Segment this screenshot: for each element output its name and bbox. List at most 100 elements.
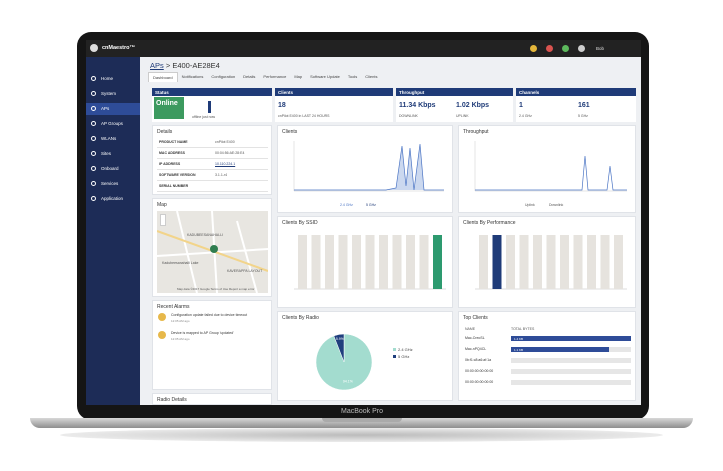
tab[interactable]: Configuration — [211, 74, 236, 79]
tab[interactable]: Dashboard — [148, 72, 178, 82]
legend-item: 5 GHz — [398, 354, 409, 359]
map-label: Kadubeesanahalli Lake — [162, 261, 199, 265]
alarms-panel: Recent Alarms Configuration update faile… — [152, 300, 272, 390]
nav-item[interactable]: Onboard — [101, 166, 119, 171]
detail-value[interactable]: 10.110.224.1 — [215, 162, 236, 166]
nav-item[interactable]: Application — [101, 196, 124, 201]
details-panel: Details PRODUCT NAME cnPilot E400 MAC ADDR… — [152, 125, 272, 195]
nav-icon — [91, 91, 96, 96]
alarm-text: Configuration update failed due to devic… — [171, 313, 248, 317]
nav-active — [86, 103, 140, 115]
client-name: Mac-nPQ4CL — [465, 347, 487, 351]
icon[interactable] — [562, 45, 569, 52]
panel-title: Clients By SSID — [282, 220, 318, 226]
row-divider — [157, 169, 268, 170]
bar-column — [392, 235, 402, 289]
panel-title: Top Clients — [463, 315, 488, 321]
nav-item[interactable]: APs — [101, 106, 110, 111]
nav-icon — [91, 136, 96, 141]
legend-item: 2.4 GHz — [398, 347, 413, 352]
nav-item[interactable]: WLANs — [101, 136, 117, 141]
tab[interactable]: Notifications — [181, 74, 204, 79]
icon[interactable] — [578, 45, 585, 52]
tab[interactable]: Performance — [263, 74, 287, 79]
legend-item[interactable]: Uplink — [525, 203, 535, 207]
laptop-label: MacBook Pro — [340, 408, 384, 415]
pie-slice — [333, 333, 345, 363]
alarm-icon — [158, 313, 166, 321]
detail-value: 3.1.1-r4 — [215, 173, 228, 177]
throughput-card: Throughput 11.34 Kbps DOWNLINK 1.02 Kbps… — [396, 88, 513, 122]
bar-column — [506, 235, 515, 289]
channels-card: Channels 1 2.4 GHz 161 5 GHz — [516, 88, 636, 122]
clients-card: Clients 18 cnPilot E400 in LAST 24 HOURS — [275, 88, 393, 122]
usage-track — [511, 369, 631, 374]
card-title: Clients — [275, 88, 393, 96]
bar-column — [479, 235, 488, 289]
zoom-control[interactable] — [160, 214, 166, 226]
top-clients-panel: Top Clients NAME TOTAL BYTES Mac-CreoSL 1… — [458, 311, 636, 401]
nav-item[interactable]: Sites — [101, 151, 112, 156]
clients-chart-panel: Clients 2.4 GHz 5 GHz — [277, 125, 453, 213]
tab[interactable]: Software Update — [310, 74, 340, 79]
bar-column — [433, 235, 442, 289]
breadcrumb-link[interactable]: APs — [150, 61, 164, 70]
nav-item[interactable]: Home — [101, 76, 114, 81]
bar-column — [298, 235, 307, 289]
pie-chart: 94.1% 2.4 GHz 5.9% 5 GHz — [315, 333, 413, 391]
map[interactable]: KADUBEESANAHALLI Kadubeesanahalli Lake K… — [156, 210, 269, 294]
status-sub: offline just now — [192, 115, 216, 119]
nav-item[interactable]: System — [101, 91, 117, 96]
bar-column — [492, 235, 502, 289]
tab[interactable]: Clients — [365, 74, 378, 79]
detail-key: MAC ADDRESS — [159, 151, 185, 155]
bar-column — [406, 235, 415, 289]
detail-key: IP ADDRESS — [159, 162, 181, 166]
bar-column — [546, 235, 556, 289]
panel-title: Clients By Performance — [463, 220, 516, 226]
detail-key: PRODUCT NAME — [159, 140, 188, 144]
nav-icon — [91, 181, 96, 186]
radio-chart-panel: Clients By Radio 94.1% 2.4 GHz 5.9% 5 GHz — [277, 311, 453, 401]
usage-track — [511, 358, 631, 363]
channel-label: 2.4 GHz — [519, 114, 532, 118]
throughput-chart-panel: Throughput Uplink Downlink — [458, 125, 636, 213]
map-footer: Map data ©2017 Google Terms of Use Repor… — [177, 287, 255, 291]
bar-column — [325, 235, 334, 289]
slice-label: 5.9% — [336, 337, 344, 341]
map-panel: Map KADUBEESANAHALLI Kadubeesanahalli La… — [152, 198, 272, 297]
performance-chart-panel: Clients By Performance — [458, 216, 636, 308]
bar-column — [311, 235, 321, 289]
usage-label: 1.1 KB — [514, 347, 524, 352]
tab[interactable]: Map — [294, 74, 303, 79]
client-name: 0b:f1:c8:a6:af:1a — [465, 358, 492, 362]
nav-icon — [91, 106, 96, 111]
nav-item[interactable]: Services — [101, 181, 119, 186]
shadow — [60, 428, 663, 442]
status-bar — [208, 101, 211, 113]
icon[interactable] — [546, 45, 553, 52]
legend-item[interactable]: 2.4 GHz — [340, 203, 353, 207]
usage-label: 1.4 KB — [514, 336, 524, 341]
tab[interactable]: Tools — [347, 74, 358, 79]
user[interactable]: Bob — [596, 46, 605, 51]
nav-icon — [91, 166, 96, 171]
legend-swatch — [393, 348, 396, 351]
bar-column — [519, 235, 529, 289]
usage-bar — [511, 347, 609, 352]
downlink-label: DOWNLINK — [399, 114, 418, 118]
row-divider — [157, 180, 268, 181]
legend-swatch — [393, 355, 396, 358]
map-label: KADUBEESANAHALLI — [187, 233, 223, 237]
client-name: 00:00:00:00:00:00 — [465, 380, 494, 384]
icon[interactable] — [530, 45, 537, 52]
tab[interactable]: Details — [243, 74, 256, 79]
nav-item[interactable]: AP Groups — [101, 121, 123, 126]
alarm-text: Device is mapped to AP Group 'updated' — [171, 331, 234, 335]
legend-item[interactable]: Downlink — [549, 203, 564, 207]
downlink: 11.34 Kbps — [399, 102, 436, 109]
sidebar — [86, 57, 140, 405]
top-bar — [86, 40, 641, 57]
legend-item[interactable]: 5 GHz — [366, 203, 376, 207]
